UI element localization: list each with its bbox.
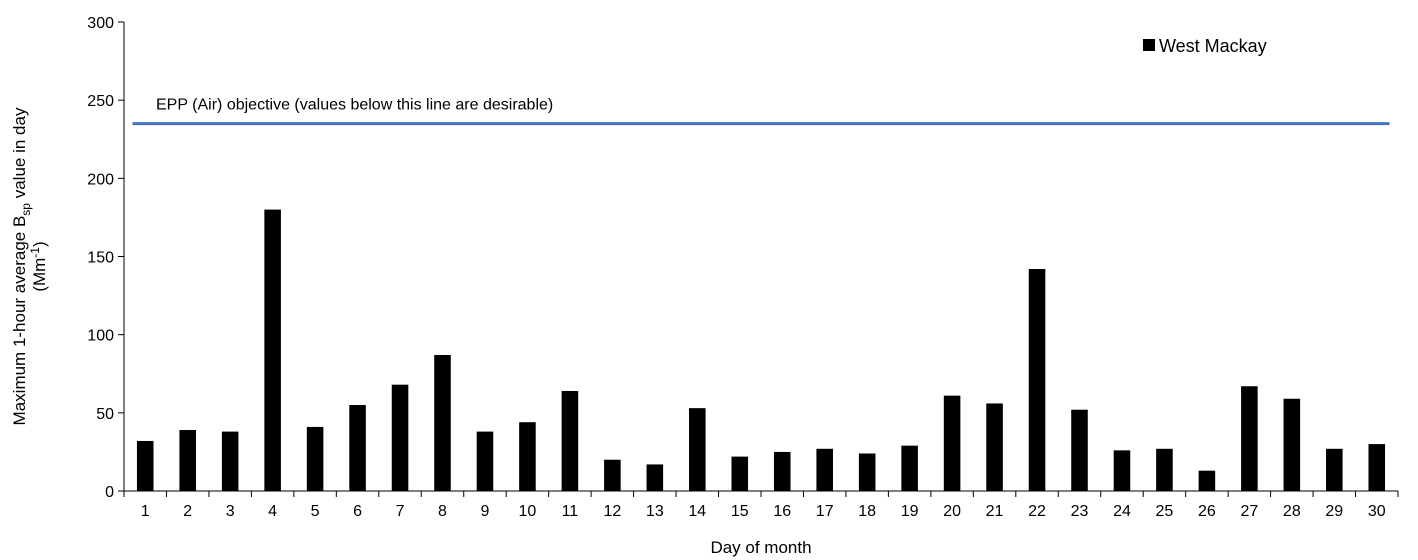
bar bbox=[561, 390, 579, 491]
x-tick-label: 22 bbox=[1028, 503, 1046, 520]
bar bbox=[1283, 398, 1301, 491]
bar bbox=[1071, 409, 1088, 491]
bar bbox=[179, 430, 196, 491]
x-tick-label: 2 bbox=[183, 503, 192, 520]
bar bbox=[1368, 444, 1386, 491]
x-tick-label: 12 bbox=[603, 503, 621, 520]
x-tick-label: 18 bbox=[858, 503, 876, 520]
x-axis-ticks: 1 2 3 4 5 6 7 8 9 10 11 12 13 14 15 16 17 18 19 20 21 22 23 24 2… bbox=[123, 491, 1399, 520]
bar-series-west-mackay bbox=[136, 209, 1386, 491]
bar bbox=[646, 464, 664, 491]
x-tick-label: 13 bbox=[646, 503, 664, 520]
bar bbox=[391, 384, 409, 491]
bar bbox=[221, 431, 239, 491]
y-tick-label: 250 bbox=[87, 93, 114, 110]
x-tick-label: 21 bbox=[986, 503, 1004, 520]
x-tick-label: 23 bbox=[1071, 503, 1089, 520]
bar bbox=[1241, 386, 1258, 491]
x-tick-label: 3 bbox=[226, 503, 235, 520]
bar bbox=[604, 459, 621, 491]
bar bbox=[816, 448, 833, 491]
x-axis-title: Day of month bbox=[710, 538, 811, 557]
bar bbox=[901, 445, 918, 491]
bar bbox=[434, 354, 451, 491]
y-axis-title: Maximum 1-hour average Bsp value in day … bbox=[10, 107, 49, 425]
y-tick-label: 0 bbox=[105, 484, 114, 501]
x-tick-label: 25 bbox=[1156, 503, 1174, 520]
y-tick-label: 50 bbox=[96, 406, 114, 423]
x-tick-label: 7 bbox=[396, 503, 405, 520]
objective-annotation: EPP (Air) objective (values below this l… bbox=[156, 97, 553, 114]
y-tick-label: 300 bbox=[87, 15, 114, 32]
x-tick-label: 11 bbox=[562, 503, 579, 520]
bar bbox=[136, 440, 154, 491]
bar bbox=[1156, 448, 1173, 491]
x-tick-label: 8 bbox=[438, 503, 447, 520]
bar bbox=[1198, 470, 1216, 491]
x-tick-label: 26 bbox=[1198, 503, 1216, 520]
bar bbox=[264, 209, 281, 491]
x-tick-label: 24 bbox=[1113, 503, 1131, 520]
bar bbox=[1113, 450, 1131, 491]
x-tick-label: 9 bbox=[481, 503, 490, 520]
bar bbox=[306, 426, 324, 491]
bar bbox=[1028, 269, 1046, 491]
bar bbox=[773, 451, 791, 491]
legend-label-west-mackay: West Mackay bbox=[1159, 36, 1267, 56]
x-tick-label: 1 bbox=[141, 503, 150, 520]
x-tick-label: 20 bbox=[943, 503, 961, 520]
y-axis-title-line1: Maximum 1-hour average Bsp value in day bbox=[10, 107, 33, 425]
x-tick-label: 16 bbox=[773, 503, 791, 520]
bar bbox=[858, 453, 876, 491]
bar bbox=[1326, 448, 1343, 491]
bar bbox=[519, 422, 536, 491]
y-tick-label: 200 bbox=[87, 171, 114, 188]
x-tick-label: 29 bbox=[1325, 503, 1343, 520]
x-tick-label: 27 bbox=[1240, 503, 1258, 520]
legend: West Mackay bbox=[1143, 36, 1267, 56]
x-tick-label: 15 bbox=[731, 503, 749, 520]
y-axis-title-line2: (Mm-1) bbox=[28, 241, 49, 291]
y-axis-ticks: 0 50 100 150 200 250 300 bbox=[87, 15, 124, 501]
x-tick-label: 30 bbox=[1368, 503, 1386, 520]
x-tick-label: 5 bbox=[311, 503, 320, 520]
legend-swatch-west-mackay bbox=[1143, 39, 1155, 51]
y-tick-label: 150 bbox=[87, 250, 114, 267]
bar bbox=[943, 395, 961, 491]
bar bbox=[476, 431, 494, 491]
x-tick-label: 28 bbox=[1283, 503, 1301, 520]
x-tick-label: 14 bbox=[688, 503, 706, 520]
bar bbox=[689, 408, 706, 491]
bar bbox=[731, 456, 749, 491]
x-tick-label: 4 bbox=[268, 503, 277, 520]
bar bbox=[986, 403, 1003, 491]
x-tick-label: 17 bbox=[816, 503, 834, 520]
bar bbox=[349, 405, 366, 491]
x-tick-label: 6 bbox=[353, 503, 362, 520]
y-tick-label: 100 bbox=[87, 328, 114, 345]
x-tick-label: 10 bbox=[519, 503, 537, 520]
x-tick-label: 19 bbox=[901, 503, 919, 520]
